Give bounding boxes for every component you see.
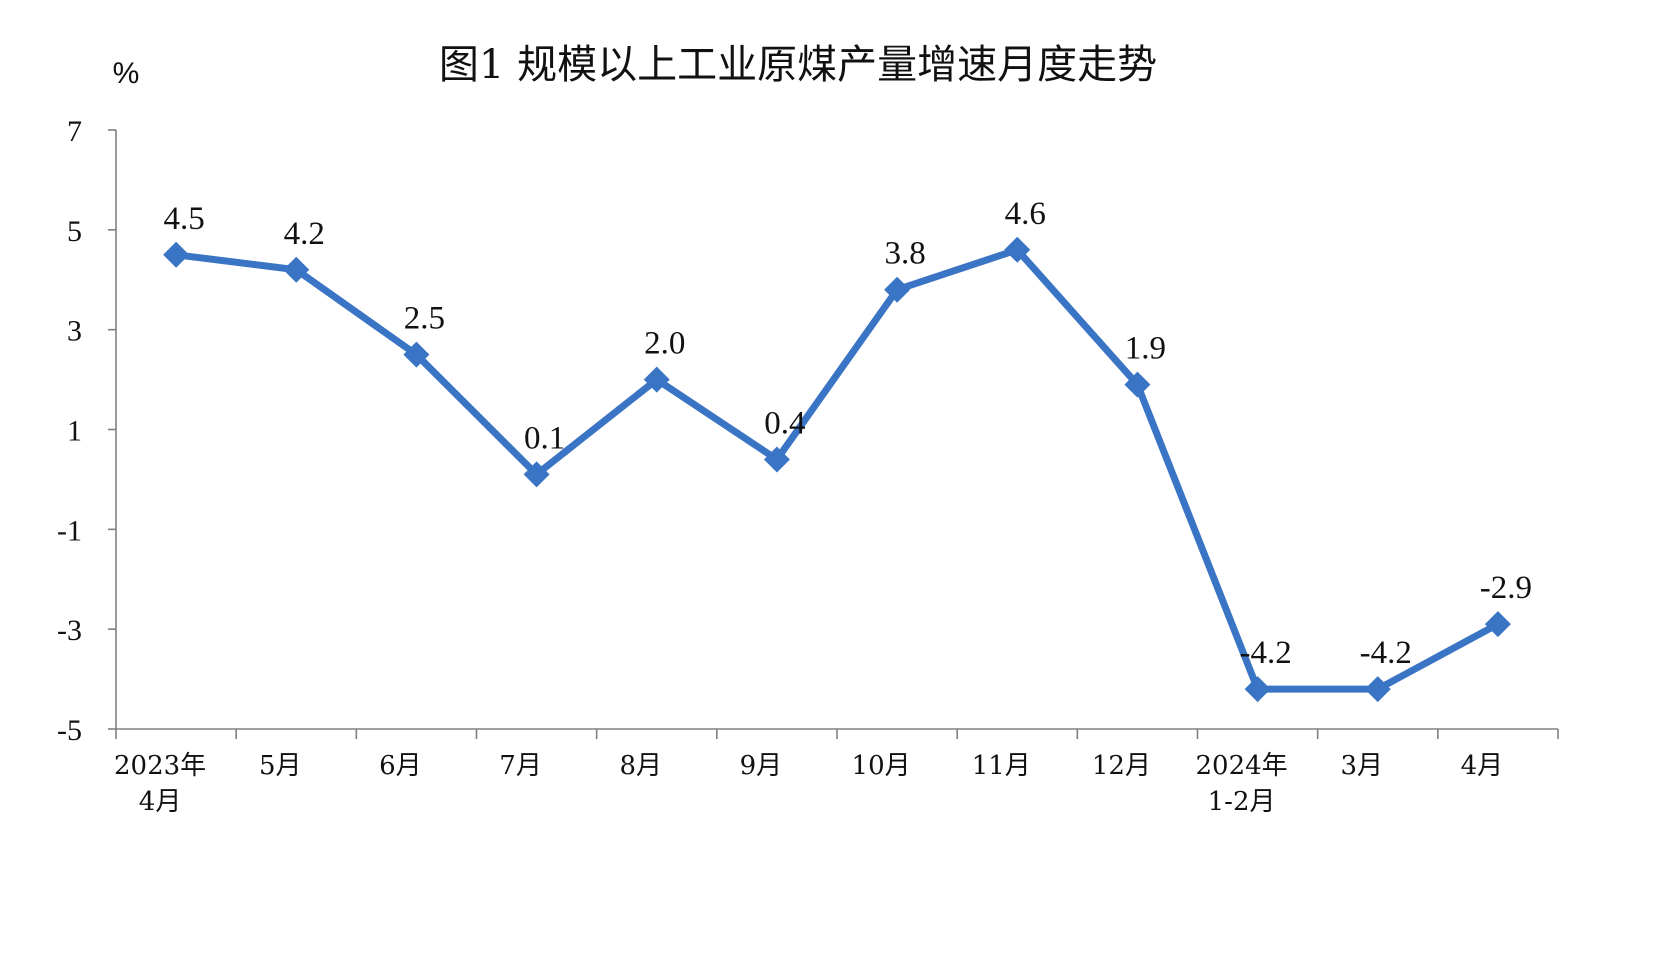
- y-tick-label: -3: [57, 614, 82, 647]
- data-label: 1.9: [1125, 331, 1166, 367]
- data-label: 2.5: [404, 301, 445, 337]
- y-axis-unit: %: [113, 57, 140, 90]
- y-ticks: 7 5 3 1 -1 -3 -5: [57, 115, 116, 747]
- data-label: 4.2: [284, 216, 325, 252]
- data-point-marker: [283, 256, 310, 283]
- data-labels: 4.5 4.2 2.5 0.1 2.0 0.4 3.8 4.6 1.9 -4.2 -4.2 -2.9: [163, 196, 1532, 671]
- x-tick-label: 4月: [1461, 751, 1504, 781]
- data-point-marker: [403, 341, 430, 368]
- y-tick-label: 3: [67, 315, 82, 348]
- series-line: [172, 246, 1502, 693]
- data-label: 0.4: [764, 405, 805, 441]
- data-point-marker: [643, 366, 670, 393]
- data-label: 0.1: [524, 420, 565, 456]
- data-point-marker: [763, 446, 790, 473]
- series-group: [163, 236, 1511, 703]
- data-label: 4.6: [1005, 196, 1046, 232]
- data-point-marker: [523, 461, 550, 488]
- x-tick-label: 9月: [740, 751, 783, 781]
- x-tick-label: 8月: [619, 751, 662, 781]
- x-ticks: 2023年 4月 5月 6月 7月 8月 9月 10月 11月 12月 2024年 1-2月 3月 4月: [114, 729, 1559, 817]
- data-label: -4.2: [1360, 635, 1412, 671]
- y-tick-label: -1: [57, 514, 82, 547]
- y-tick-label: 1: [67, 415, 82, 448]
- data-point-marker: [1124, 371, 1151, 398]
- data-point-marker: [884, 276, 911, 303]
- x-tick-label: 10月: [852, 751, 911, 781]
- data-label: 4.5: [163, 201, 204, 237]
- data-label: -4.2: [1239, 635, 1291, 671]
- x-tick-label: 7月: [499, 751, 542, 781]
- x-tick-label: 5月: [259, 751, 302, 781]
- data-label: 3.8: [884, 236, 925, 272]
- data-point-marker: [1484, 611, 1511, 638]
- data-label: 2.0: [644, 326, 685, 362]
- data-point-marker: [163, 241, 190, 268]
- data-point-marker: [1364, 676, 1391, 703]
- x-tick-label: 2023年 4月: [114, 751, 206, 817]
- x-tick-label: 12月: [1092, 751, 1151, 781]
- data-point-marker: [1244, 676, 1271, 703]
- data-label: -2.9: [1480, 570, 1532, 606]
- data-point-marker: [1004, 236, 1031, 263]
- x-tick-label: 11月: [972, 751, 1031, 781]
- x-tick-label: 2024年 1-2月: [1195, 751, 1287, 817]
- y-tick-label: 7: [67, 115, 82, 148]
- y-tick-label: 5: [67, 215, 82, 248]
- chart-title: 图1 规模以上工业原煤产量增速月度走势: [439, 42, 1157, 88]
- x-tick-label: 6月: [379, 751, 422, 781]
- x-tick-label: 3月: [1340, 751, 1383, 781]
- y-tick-label: -5: [57, 714, 82, 747]
